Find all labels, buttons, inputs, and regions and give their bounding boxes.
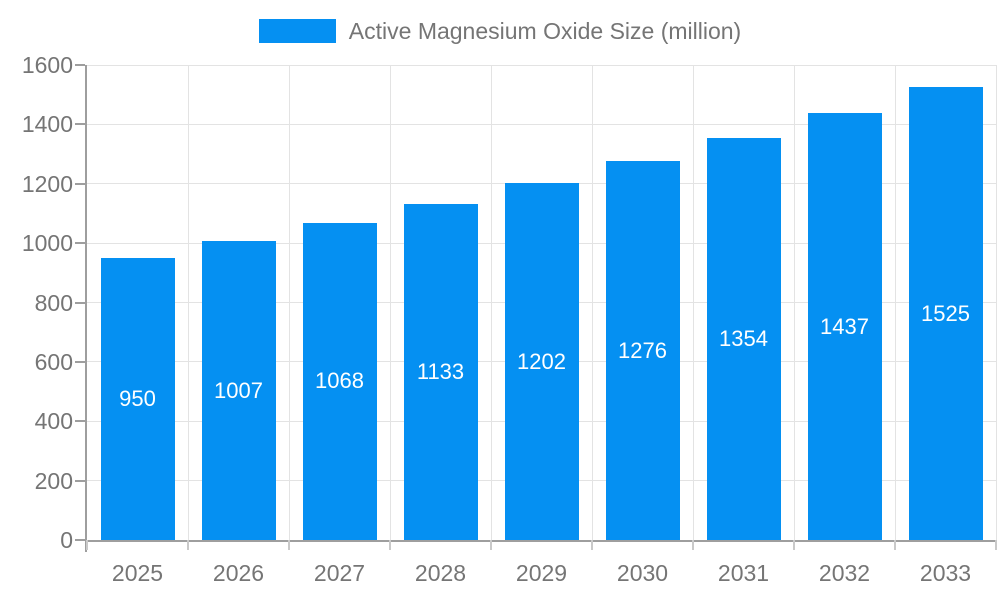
- y-axis-label: 800: [34, 289, 73, 316]
- x-gridline: [288, 65, 290, 540]
- y-axis-tick: [75, 539, 85, 541]
- bar: 1007: [201, 241, 276, 540]
- legend-label[interactable]: Active Magnesium Oxide Size (million): [348, 17, 742, 44]
- y-axis-label: 1000: [21, 230, 73, 257]
- y-axis-tick: [75, 242, 85, 245]
- bar-value-label: 1007: [214, 377, 263, 403]
- x-gridline: [692, 65, 694, 540]
- x-gridline: [995, 65, 997, 540]
- y-axis-label: 1400: [21, 111, 73, 138]
- y-gridline: [87, 123, 996, 125]
- bar: 1202: [504, 183, 579, 540]
- y-axis-label: 0: [60, 527, 73, 553]
- y-axis-tick: [75, 420, 85, 423]
- x-axis-label: 2033: [919, 560, 972, 586]
- bar: 1276: [605, 161, 680, 540]
- y-axis-label: 200: [34, 467, 73, 494]
- y-axis-tick: [75, 64, 85, 66]
- bar: 1354: [706, 138, 781, 540]
- x-axis-label: 2027: [313, 560, 366, 586]
- bar: 1133: [403, 203, 478, 540]
- y-axis-label: 400: [34, 408, 73, 435]
- bar: 1068: [302, 222, 377, 540]
- x-gridline: [187, 65, 189, 540]
- bar: 1437: [807, 113, 882, 540]
- x-axis-tick: [591, 540, 593, 550]
- x-axis-tick: [692, 540, 694, 550]
- y-axis-tick: [75, 360, 85, 363]
- x-gridline: [389, 65, 391, 540]
- y-gridline: [87, 64, 996, 66]
- x-axis-label: 2029: [515, 560, 568, 586]
- bar-value-label: 1068: [315, 368, 364, 394]
- bar-value-label: 1133: [416, 358, 465, 384]
- x-axis-tick: [490, 540, 492, 550]
- x-axis-tick: [389, 540, 391, 550]
- bar-value-label: 1276: [618, 337, 667, 363]
- x-gridline: [793, 65, 795, 540]
- x-axis-tick: [894, 540, 896, 550]
- y-axis-tick: [75, 123, 85, 126]
- x-axis-tick: [793, 540, 795, 550]
- x-axis-label: 2031: [717, 560, 770, 586]
- x-gridline: [490, 65, 492, 540]
- bar: 950: [100, 257, 175, 540]
- y-axis-label: 1200: [21, 170, 73, 197]
- x-axis-tick: [995, 540, 997, 550]
- y-axis-tick: [75, 301, 85, 304]
- legend-swatch[interactable]: [258, 19, 336, 43]
- x-axis-label: 2026: [212, 560, 265, 586]
- x-axis-line: [87, 540, 996, 542]
- y-axis-tick: [75, 182, 85, 185]
- y-axis-tick: [75, 479, 85, 482]
- x-axis-tick: [86, 540, 88, 550]
- x-gridline: [591, 65, 593, 540]
- legend[interactable]: Active Magnesium Oxide Size (million): [0, 16, 1000, 46]
- bar-value-label: 1437: [820, 313, 869, 339]
- bar: 1525: [908, 87, 983, 540]
- x-gridline: [894, 65, 896, 540]
- bar-value-label: 950: [119, 385, 156, 411]
- bar-value-label: 1202: [517, 348, 566, 374]
- x-axis-label: 2028: [414, 560, 467, 586]
- bar-value-label: 1525: [921, 300, 970, 326]
- y-axis-label: 600: [34, 348, 73, 375]
- x-axis-label: 2032: [818, 560, 871, 586]
- y-axis-line: [85, 65, 87, 552]
- y-axis-label: 1600: [21, 52, 73, 78]
- plot-area: 950 1007 1068 1133 1202 1276 1354 1437 1525: [85, 64, 997, 552]
- x-axis-label: 2030: [616, 560, 669, 586]
- bar-value-label: 1354: [719, 326, 768, 352]
- x-axis-label: 2025: [111, 560, 164, 586]
- x-axis-tick: [288, 540, 290, 550]
- x-axis-tick: [187, 540, 189, 550]
